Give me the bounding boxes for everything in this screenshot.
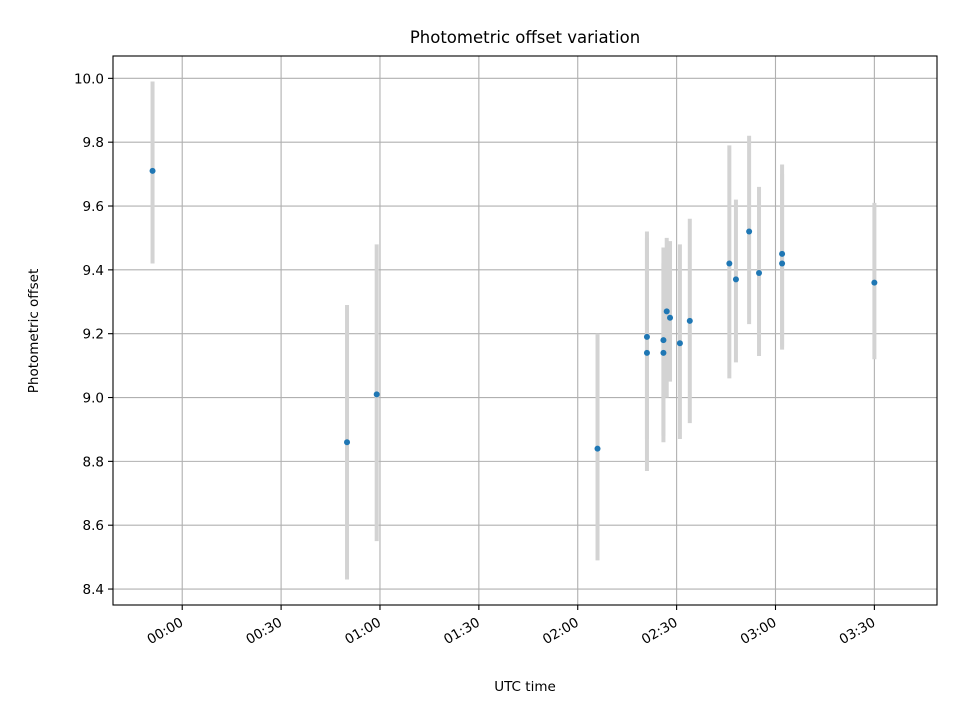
x-tick-label: 00:00: [145, 615, 187, 648]
y-tick-label: 8.6: [83, 518, 104, 534]
x-tick-label: 02:30: [639, 615, 681, 648]
plot-frame: [112, 55, 938, 606]
y-tick-label: 8.4: [83, 582, 104, 598]
x-axis-label: UTC time: [494, 679, 556, 695]
data-point: [686, 317, 693, 324]
data-point: [643, 333, 650, 340]
x-tick-label: 01:00: [342, 615, 384, 648]
data-point: [667, 314, 674, 321]
y-tick-label: 9.8: [83, 135, 104, 151]
data-point: [663, 308, 670, 315]
y-tick-label: 8.8: [83, 454, 104, 470]
y-tick-label: 10.0: [74, 71, 104, 87]
data-point: [660, 349, 667, 356]
data-point: [779, 250, 786, 257]
point-layer: [149, 167, 878, 452]
data-point: [871, 279, 878, 286]
data-point: [756, 270, 763, 277]
x-tick-label: 03:00: [738, 615, 780, 648]
grid-layer: [113, 56, 937, 605]
data-point: [732, 276, 739, 283]
data-point: [643, 349, 650, 356]
data-point: [594, 445, 601, 452]
data-point: [676, 340, 683, 347]
data-point: [746, 228, 753, 235]
y-tick-label: 9.2: [83, 327, 104, 343]
y-tick-label: 9.4: [83, 263, 104, 279]
chart-title: Photometric offset variation: [410, 28, 640, 47]
data-point: [149, 167, 156, 174]
x-tick-label: 00:30: [243, 615, 285, 648]
tick-layer: 00:00 00:30 01:00 01:30 02:00 02:30 03:00 03:30…: [74, 71, 878, 648]
x-tick-label: 01:30: [441, 615, 483, 648]
y-tick-label: 9.6: [83, 199, 104, 215]
x-tick-label: 03:30: [837, 615, 879, 648]
data-point: [660, 337, 667, 344]
data-point: [726, 260, 733, 267]
y-tick-label: 9.0: [83, 391, 104, 407]
y-axis-label: Photometric offset: [26, 269, 42, 393]
errorbar-layer: [150, 81, 877, 580]
x-tick-label: 02:00: [540, 615, 582, 648]
data-point: [373, 391, 380, 398]
data-point: [779, 260, 786, 267]
data-point: [344, 439, 351, 446]
